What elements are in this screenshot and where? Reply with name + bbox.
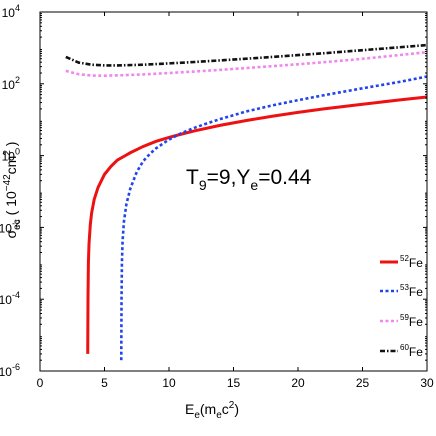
x-axis: 0 5 10 15 20 25 30 (37, 12, 434, 390)
legend: 52Fe 53Fe 59Fe 60Fe (380, 254, 423, 359)
plot-curves (65, 43, 428, 361)
x-tick-label: 15 (227, 376, 241, 390)
x-tick-label: 20 (291, 376, 305, 390)
series-line-60fe (65, 43, 428, 67)
y-axis: 10-6 10-4 10-2 100 102 104 (0, 3, 427, 379)
y-tick-label: 10-2 (0, 218, 20, 235)
x-tick-label: 10 (162, 376, 176, 390)
series-line-59fe (65, 50, 428, 78)
x-axis-label: Ee(mec2) (185, 400, 239, 421)
y-tick-label: 104 (2, 3, 20, 20)
x-tick-label: 5 (101, 376, 108, 390)
y-axis-label: σec ( 10−42cm2 ) (2, 142, 23, 239)
annotation-conditions: T9=9,Ye=0.44 (186, 166, 312, 193)
series-line-52fe (86, 95, 428, 354)
legend-label-52fe: 52Fe (400, 254, 423, 270)
x-tick-label: 30 (420, 376, 434, 390)
x-tick-label: 0 (37, 376, 44, 390)
y-tick-label: 10-6 (0, 362, 20, 379)
legend-label-53fe: 53Fe (400, 283, 423, 299)
y-tick-label: 10-4 (0, 290, 20, 307)
legend-label-60fe: 60Fe (400, 343, 423, 359)
y-tick-label: 102 (2, 75, 20, 92)
y-tick-label: 100 (2, 147, 20, 164)
x-tick-label: 25 (356, 376, 370, 390)
legend-label-59fe: 59Fe (400, 313, 423, 329)
series-line-53fe (119, 75, 428, 361)
